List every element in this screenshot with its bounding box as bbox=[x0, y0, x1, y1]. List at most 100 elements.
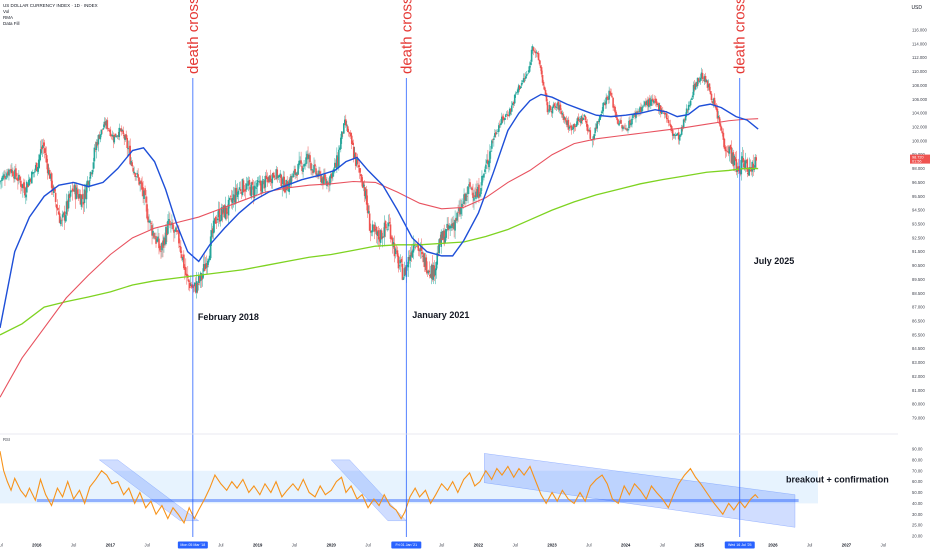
candle[interactable] bbox=[560, 108, 563, 118]
candle[interactable] bbox=[411, 249, 414, 259]
candle[interactable] bbox=[58, 204, 61, 224]
candle[interactable] bbox=[718, 114, 721, 126]
candle[interactable] bbox=[190, 281, 193, 289]
candle[interactable] bbox=[97, 134, 100, 152]
candle[interactable] bbox=[578, 116, 581, 122]
candle[interactable] bbox=[656, 99, 658, 108]
candle[interactable] bbox=[717, 111, 720, 120]
candle[interactable] bbox=[654, 95, 656, 105]
candle[interactable] bbox=[51, 180, 54, 196]
candle[interactable] bbox=[201, 268, 204, 287]
candle[interactable] bbox=[360, 173, 363, 187]
candle[interactable] bbox=[521, 79, 524, 84]
candle[interactable] bbox=[567, 116, 570, 133]
candle[interactable] bbox=[289, 173, 291, 188]
candle[interactable] bbox=[125, 130, 127, 140]
candle[interactable] bbox=[152, 223, 154, 239]
candle[interactable] bbox=[86, 176, 89, 193]
candle[interactable] bbox=[24, 179, 26, 198]
candle[interactable] bbox=[383, 215, 386, 247]
candle[interactable] bbox=[621, 124, 623, 132]
candle[interactable] bbox=[70, 190, 73, 193]
candle[interactable] bbox=[138, 177, 140, 186]
candle[interactable] bbox=[241, 178, 244, 197]
candle[interactable] bbox=[478, 177, 480, 203]
candle[interactable] bbox=[275, 165, 278, 181]
candle[interactable] bbox=[42, 138, 45, 154]
candle[interactable] bbox=[41, 139, 44, 157]
candle[interactable] bbox=[400, 257, 403, 267]
ma-fast-line[interactable] bbox=[0, 93, 759, 329]
candle[interactable] bbox=[465, 192, 467, 205]
candle[interactable] bbox=[512, 100, 515, 109]
candle[interactable] bbox=[145, 189, 147, 212]
candle[interactable] bbox=[356, 153, 359, 168]
candle[interactable] bbox=[249, 185, 252, 196]
candle[interactable] bbox=[722, 128, 725, 148]
candle[interactable] bbox=[318, 166, 320, 180]
candle[interactable] bbox=[114, 133, 117, 138]
candle[interactable] bbox=[209, 229, 212, 261]
candle[interactable] bbox=[658, 102, 660, 114]
candle[interactable] bbox=[66, 199, 69, 216]
candle[interactable] bbox=[447, 216, 449, 240]
candle[interactable] bbox=[525, 70, 528, 79]
candle[interactable] bbox=[98, 131, 101, 140]
candle[interactable] bbox=[727, 145, 730, 157]
candle[interactable] bbox=[387, 214, 390, 231]
candle[interactable] bbox=[307, 146, 309, 169]
candle[interactable] bbox=[17, 173, 19, 190]
candle[interactable] bbox=[671, 128, 674, 141]
candle[interactable] bbox=[719, 118, 722, 131]
candle[interactable] bbox=[60, 217, 63, 227]
candle[interactable] bbox=[20, 176, 22, 194]
candle[interactable] bbox=[713, 93, 716, 107]
candle[interactable] bbox=[571, 126, 574, 130]
candle[interactable] bbox=[228, 197, 231, 209]
candle[interactable] bbox=[741, 147, 744, 170]
candle[interactable] bbox=[288, 176, 290, 195]
candle[interactable] bbox=[623, 124, 625, 129]
candle[interactable] bbox=[715, 103, 718, 112]
candle[interactable] bbox=[427, 269, 430, 276]
candle[interactable] bbox=[610, 88, 612, 98]
candle[interactable] bbox=[557, 99, 560, 113]
candle[interactable] bbox=[609, 88, 611, 96]
candle[interactable] bbox=[614, 105, 616, 116]
candle[interactable] bbox=[13, 172, 15, 183]
candle[interactable] bbox=[692, 81, 695, 99]
candle[interactable] bbox=[101, 129, 104, 134]
candle[interactable] bbox=[130, 157, 132, 167]
candle[interactable] bbox=[641, 104, 643, 113]
candle[interactable] bbox=[361, 177, 364, 189]
candle[interactable] bbox=[47, 164, 50, 176]
candle[interactable] bbox=[188, 280, 191, 292]
candle[interactable] bbox=[55, 203, 58, 216]
rsi-trend-channel[interactable] bbox=[98, 459, 200, 522]
candle[interactable] bbox=[33, 168, 36, 178]
candle[interactable] bbox=[706, 79, 709, 91]
candle[interactable] bbox=[424, 252, 427, 271]
candle[interactable] bbox=[422, 251, 425, 263]
candle[interactable] bbox=[520, 80, 523, 88]
candle[interactable] bbox=[699, 73, 702, 85]
candle[interactable] bbox=[168, 211, 170, 225]
candle[interactable] bbox=[716, 104, 719, 123]
candle[interactable] bbox=[272, 171, 275, 179]
candle[interactable] bbox=[300, 151, 302, 167]
candle[interactable] bbox=[229, 194, 232, 200]
candle[interactable] bbox=[491, 139, 493, 152]
candle[interactable] bbox=[278, 174, 281, 183]
candle[interactable] bbox=[340, 133, 342, 153]
candle[interactable] bbox=[467, 186, 469, 204]
candle[interactable] bbox=[96, 139, 99, 148]
candle[interactable] bbox=[343, 123, 345, 134]
candle[interactable] bbox=[561, 110, 564, 118]
candle[interactable] bbox=[559, 101, 562, 115]
candle[interactable] bbox=[64, 212, 67, 223]
candle[interactable] bbox=[127, 140, 129, 157]
candle[interactable] bbox=[450, 218, 452, 232]
candle[interactable] bbox=[198, 275, 201, 286]
candle[interactable] bbox=[617, 118, 619, 125]
candle[interactable] bbox=[6, 169, 8, 180]
